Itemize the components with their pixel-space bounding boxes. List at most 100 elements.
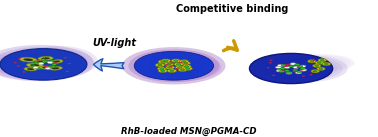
Circle shape <box>184 67 191 70</box>
Circle shape <box>167 66 173 69</box>
Circle shape <box>30 63 35 65</box>
Circle shape <box>31 66 36 68</box>
Circle shape <box>172 59 179 62</box>
Circle shape <box>324 63 328 65</box>
Ellipse shape <box>274 58 338 79</box>
Circle shape <box>48 66 53 68</box>
Circle shape <box>281 64 286 66</box>
Circle shape <box>300 68 305 69</box>
Circle shape <box>299 69 304 70</box>
Circle shape <box>177 64 181 65</box>
Circle shape <box>33 61 38 63</box>
Circle shape <box>179 60 188 63</box>
Circle shape <box>158 60 167 63</box>
Ellipse shape <box>3 56 61 75</box>
Circle shape <box>157 67 167 70</box>
Circle shape <box>312 60 316 61</box>
Ellipse shape <box>150 58 206 76</box>
Circle shape <box>170 70 174 72</box>
Circle shape <box>159 67 165 70</box>
Circle shape <box>181 62 191 65</box>
Circle shape <box>286 64 290 65</box>
Circle shape <box>297 67 301 68</box>
Ellipse shape <box>280 60 333 77</box>
Circle shape <box>164 67 167 68</box>
Circle shape <box>315 61 324 64</box>
Ellipse shape <box>288 54 355 72</box>
Ellipse shape <box>34 60 46 63</box>
Ellipse shape <box>139 55 216 80</box>
Circle shape <box>163 59 169 62</box>
Circle shape <box>293 71 296 72</box>
Circle shape <box>317 67 325 70</box>
Circle shape <box>179 68 186 71</box>
Ellipse shape <box>129 49 219 82</box>
Circle shape <box>158 64 162 66</box>
Text: Competitive binding: Competitive binding <box>176 4 289 14</box>
Ellipse shape <box>153 58 195 73</box>
Circle shape <box>180 62 183 63</box>
Ellipse shape <box>147 56 201 75</box>
Circle shape <box>45 67 50 69</box>
Circle shape <box>183 62 189 64</box>
Circle shape <box>284 70 290 72</box>
Ellipse shape <box>122 47 225 84</box>
Circle shape <box>37 60 40 62</box>
Circle shape <box>180 69 185 71</box>
Ellipse shape <box>292 55 350 71</box>
Circle shape <box>178 68 187 71</box>
Circle shape <box>313 64 321 67</box>
Circle shape <box>44 66 47 67</box>
Circle shape <box>39 63 44 65</box>
Circle shape <box>322 62 330 65</box>
Circle shape <box>32 65 36 66</box>
Circle shape <box>171 59 180 62</box>
Circle shape <box>284 66 290 68</box>
Circle shape <box>164 60 168 62</box>
Ellipse shape <box>24 67 37 71</box>
Circle shape <box>318 68 324 70</box>
Circle shape <box>318 59 327 62</box>
Circle shape <box>39 62 44 64</box>
Circle shape <box>160 61 166 63</box>
Circle shape <box>33 67 38 68</box>
Circle shape <box>160 68 164 69</box>
Circle shape <box>180 65 183 66</box>
Ellipse shape <box>160 61 188 71</box>
Ellipse shape <box>0 47 88 79</box>
Ellipse shape <box>296 56 347 70</box>
Circle shape <box>312 71 316 72</box>
Circle shape <box>181 61 186 62</box>
Circle shape <box>288 65 294 67</box>
Circle shape <box>54 62 57 63</box>
Circle shape <box>50 65 53 66</box>
Circle shape <box>320 59 324 61</box>
Circle shape <box>169 70 175 72</box>
Circle shape <box>175 66 184 69</box>
Circle shape <box>249 53 333 84</box>
Ellipse shape <box>134 53 222 82</box>
Circle shape <box>49 62 54 64</box>
Circle shape <box>175 63 182 65</box>
Circle shape <box>318 62 321 63</box>
Circle shape <box>14 62 17 63</box>
Circle shape <box>52 64 57 65</box>
Circle shape <box>17 65 20 67</box>
Circle shape <box>296 72 302 74</box>
Ellipse shape <box>20 57 37 62</box>
Ellipse shape <box>30 64 39 66</box>
Ellipse shape <box>41 57 50 59</box>
Circle shape <box>169 66 172 67</box>
Circle shape <box>287 72 291 74</box>
Ellipse shape <box>50 60 63 64</box>
Circle shape <box>161 70 165 72</box>
Circle shape <box>68 63 71 64</box>
Circle shape <box>182 65 191 68</box>
Text: UV-light: UV-light <box>92 38 136 48</box>
Ellipse shape <box>37 61 43 62</box>
Circle shape <box>311 70 319 73</box>
Ellipse shape <box>23 58 33 61</box>
Circle shape <box>300 65 306 67</box>
Ellipse shape <box>5 51 74 75</box>
Circle shape <box>270 60 273 61</box>
